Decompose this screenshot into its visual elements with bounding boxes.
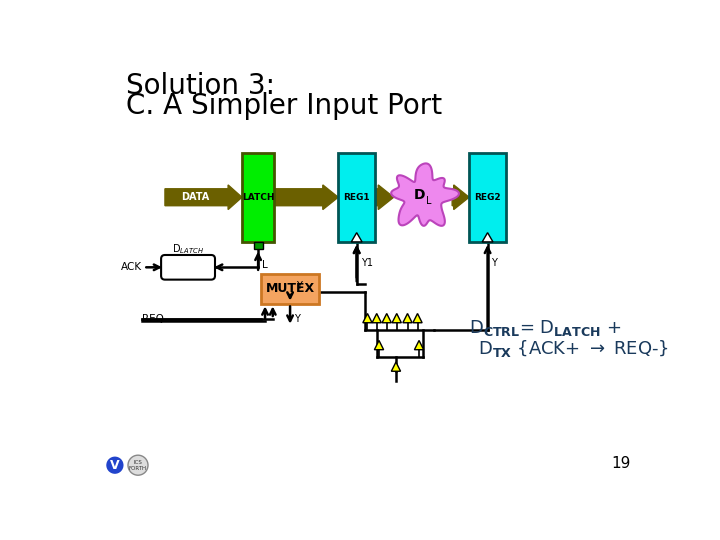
Text: DATA: DATA	[181, 192, 210, 202]
Bar	[242, 153, 274, 242]
Text: ACK: ACK	[121, 262, 142, 272]
Polygon shape	[392, 314, 401, 323]
Text: L: L	[262, 260, 268, 270]
Polygon shape	[372, 314, 382, 323]
Text: LATCH: LATCH	[242, 193, 274, 202]
Text: L: L	[426, 196, 432, 206]
Text: Y: Y	[492, 259, 498, 268]
Text: Y: Y	[294, 314, 300, 324]
Text: MUTEX: MUTEX	[266, 282, 315, 295]
Polygon shape	[165, 185, 242, 210]
Text: Solution 3:: Solution 3:	[127, 72, 276, 100]
Polygon shape	[403, 314, 412, 323]
Text: C. A Simpler Input Port: C. A Simpler Input Port	[127, 92, 443, 120]
Circle shape	[128, 455, 148, 475]
Text: D$_{\mathbf{CTRL}}$= D$_{\mathbf{LATCH}}$ +: D$_{\mathbf{CTRL}}$= D$_{\mathbf{LATCH}}…	[469, 318, 621, 338]
Polygon shape	[375, 185, 394, 210]
Polygon shape	[482, 233, 493, 242]
Text: ICS
FORTH: ICS FORTH	[129, 460, 147, 470]
Text: D$_{LATCH}$: D$_{LATCH}$	[172, 242, 204, 256]
Polygon shape	[374, 340, 384, 350]
Text: Y: Y	[296, 281, 302, 291]
Polygon shape	[382, 314, 392, 323]
Text: REG1: REG1	[343, 193, 370, 202]
FancyBboxPatch shape	[161, 255, 215, 280]
Polygon shape	[413, 314, 422, 323]
Polygon shape	[363, 314, 372, 323]
Text: V: V	[110, 458, 120, 472]
Polygon shape	[452, 185, 469, 210]
Text: D: D	[413, 188, 425, 202]
Bar	[469, 153, 506, 242]
Text: REQ: REQ	[142, 314, 163, 324]
Polygon shape	[415, 340, 423, 350]
Text: REG2: REG2	[474, 193, 501, 202]
Polygon shape	[391, 164, 459, 226]
Bar	[253, 242, 263, 249]
Text: Y1: Y1	[361, 259, 372, 268]
Polygon shape	[392, 362, 400, 372]
FancyBboxPatch shape	[261, 274, 319, 303]
Circle shape	[105, 455, 125, 475]
Text: 19: 19	[611, 456, 631, 471]
Polygon shape	[274, 185, 338, 210]
Bar	[338, 153, 375, 242]
Polygon shape	[351, 233, 362, 242]
Text: D$_{\mathbf{TX}}$ {ACK+ $\rightarrow$ REQ-}: D$_{\mathbf{TX}}$ {ACK+ $\rightarrow$ RE…	[478, 338, 669, 359]
